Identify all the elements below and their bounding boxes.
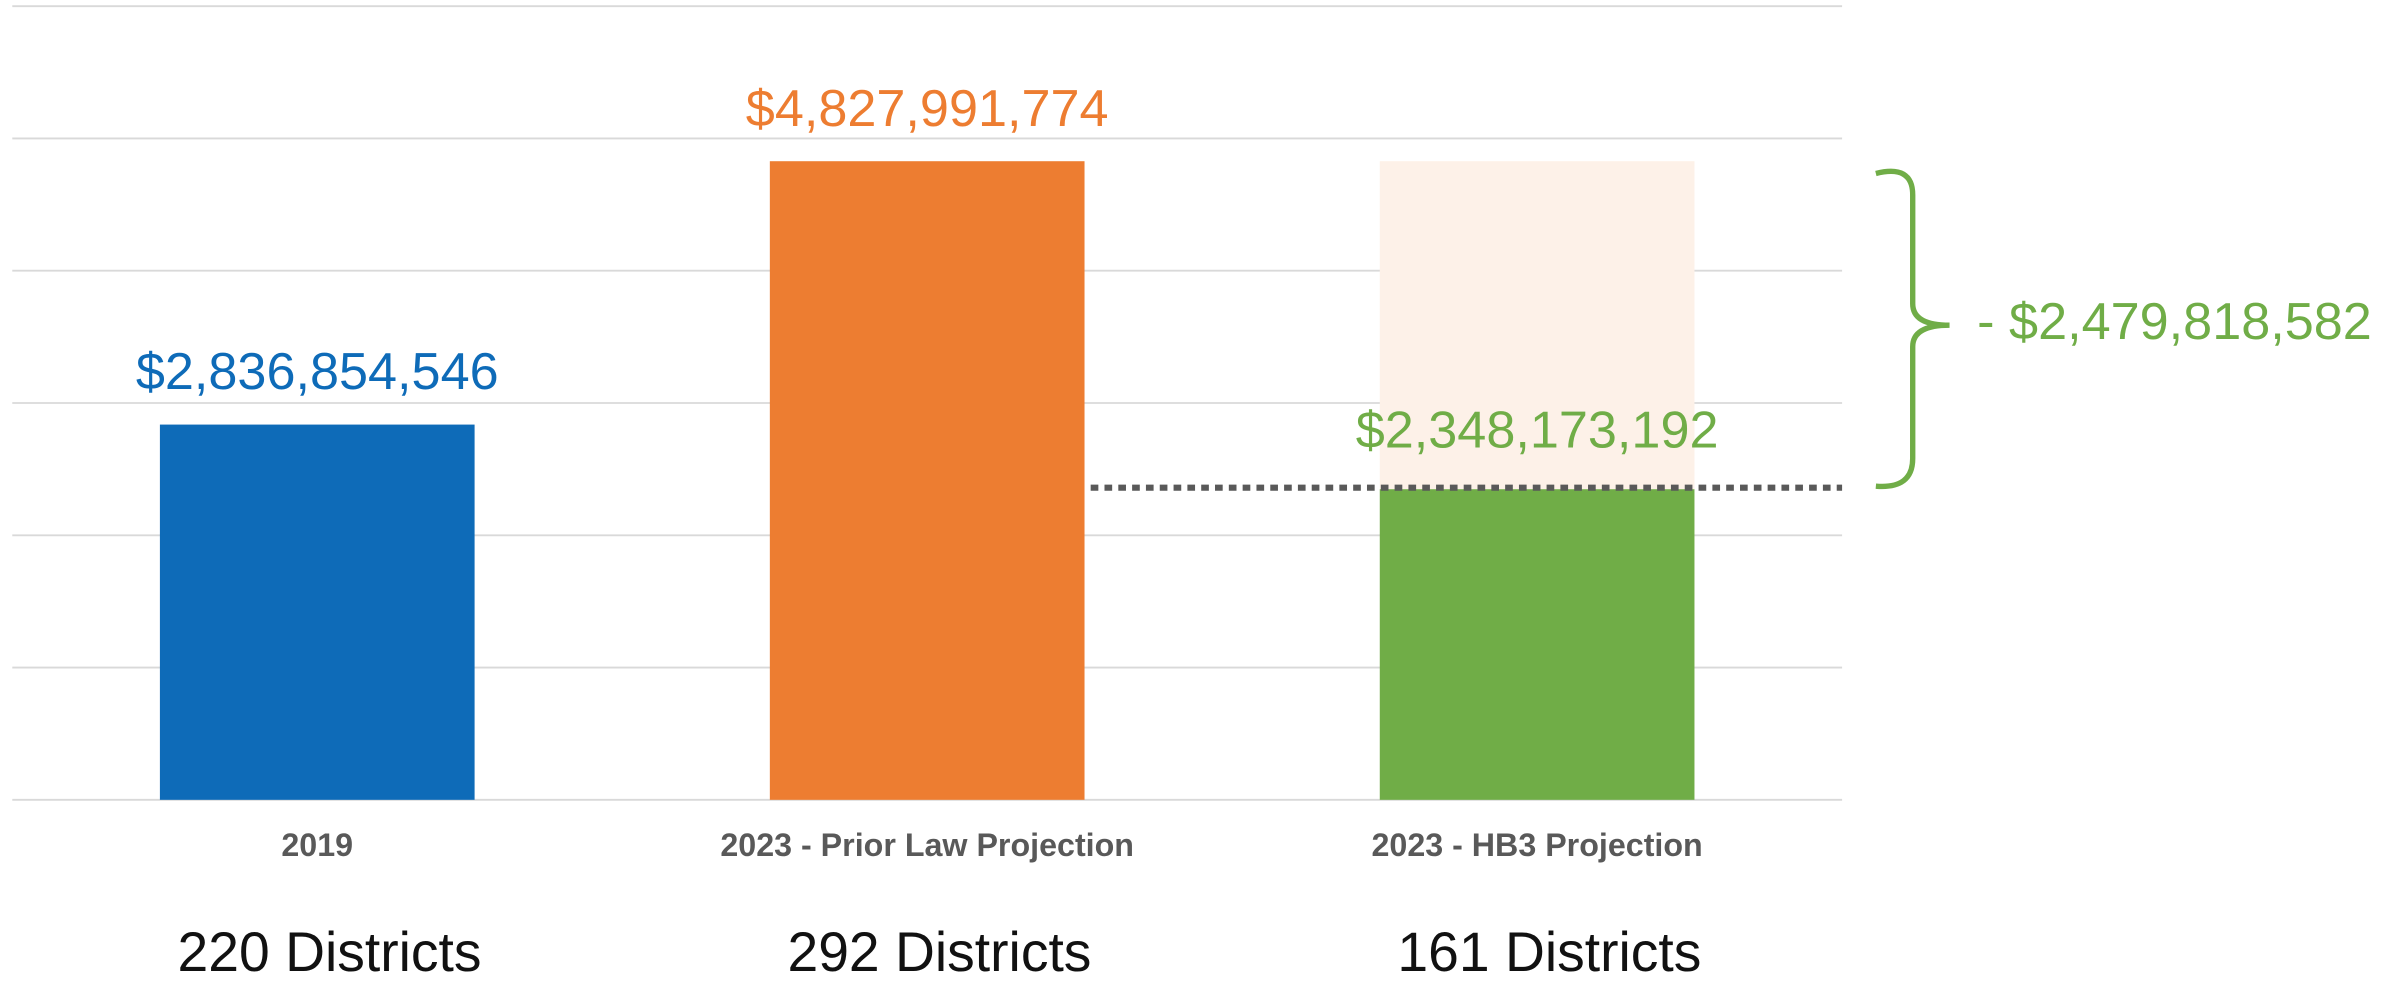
value-label: $2,348,173,192 <box>1356 402 1719 460</box>
bar <box>769 161 1085 800</box>
x-tick-label: 2023 - Prior Law Projection <box>720 827 1134 863</box>
brace <box>1875 168 1950 490</box>
x-tick-label: 2023 - HB3 Projection <box>1371 827 1702 863</box>
district-label: 220 Districts <box>178 921 482 981</box>
value-label: $2,836,854,546 <box>136 343 499 401</box>
bar <box>1379 489 1695 800</box>
difference-segment <box>1379 161 1695 490</box>
difference-label: - $2,479,818,582 <box>1977 293 2372 351</box>
district-label: 161 Districts <box>1397 921 1701 981</box>
x-tick-label: 2019 <box>281 827 353 863</box>
value-label: $4,827,991,774 <box>746 80 1109 138</box>
bar <box>159 424 475 800</box>
district-label: 292 Districts <box>787 921 1091 981</box>
